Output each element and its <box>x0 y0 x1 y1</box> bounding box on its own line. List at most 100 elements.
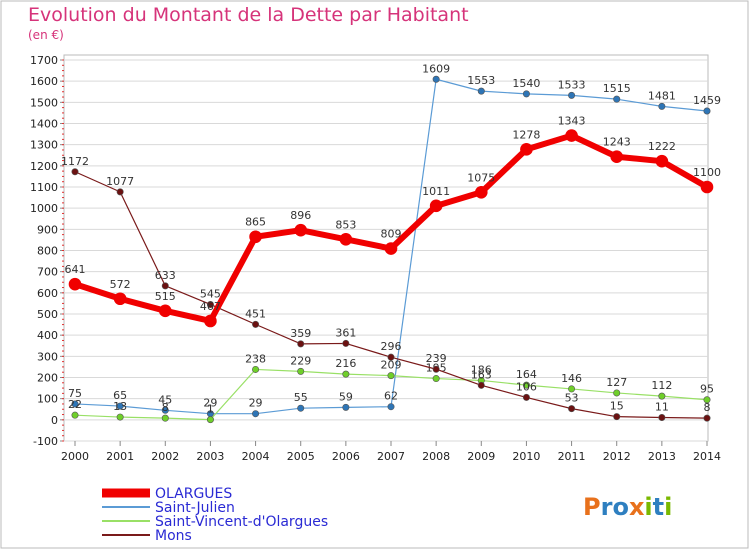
data-point <box>339 232 353 246</box>
data-point <box>658 414 666 422</box>
data-label: 641 <box>65 263 86 276</box>
brand-letter: i <box>644 493 652 521</box>
data-label: 359 <box>290 327 311 340</box>
data-point <box>252 410 260 418</box>
data-label: 238 <box>245 352 266 365</box>
data-label: 146 <box>561 372 582 385</box>
data-point <box>703 414 711 422</box>
y-tick-label: 600 <box>37 287 58 300</box>
brand-letter: t <box>653 493 664 521</box>
data-label: 865 <box>245 216 266 229</box>
data-point <box>613 389 621 397</box>
y-tick-label: 800 <box>37 245 58 258</box>
data-label: 896 <box>290 209 311 222</box>
data-point <box>297 404 305 412</box>
data-point <box>387 353 395 361</box>
data-point <box>342 370 350 378</box>
data-label: 1100 <box>693 166 721 179</box>
data-label: 229 <box>290 354 311 367</box>
y-tick-label: 400 <box>37 329 58 342</box>
data-point <box>522 393 530 401</box>
data-point <box>116 188 124 196</box>
y-tick-label: 1100 <box>30 181 58 194</box>
data-label: 296 <box>381 340 402 353</box>
data-label: 216 <box>335 357 356 370</box>
data-label: 45 <box>158 393 172 406</box>
x-tick-label: 2009 <box>467 450 495 463</box>
y-tick-label: 300 <box>37 350 58 363</box>
x-tick-label: 2011 <box>558 450 586 463</box>
data-label: 163 <box>471 368 492 381</box>
data-label: 29 <box>249 397 263 410</box>
chart-unit: (en €) <box>28 28 64 42</box>
x-tick-label: 2000 <box>61 450 89 463</box>
data-label: 1278 <box>512 128 540 141</box>
data-label: 75 <box>68 387 82 400</box>
data-label: 572 <box>110 278 131 291</box>
brand-letter: x <box>629 493 645 521</box>
data-label: 8 <box>704 401 711 414</box>
data-label: 209 <box>381 359 402 372</box>
y-tick-label: 200 <box>37 372 58 385</box>
x-tick-label: 2006 <box>332 450 360 463</box>
data-point <box>432 365 440 373</box>
data-label: 515 <box>155 290 176 303</box>
x-tick-label: 2002 <box>151 450 179 463</box>
x-tick-label: 2008 <box>422 450 450 463</box>
data-label: 29 <box>203 397 217 410</box>
x-tick-label: 2003 <box>196 450 224 463</box>
y-tick-label: 900 <box>37 223 58 236</box>
data-point <box>432 75 440 83</box>
data-label: 1 <box>207 403 214 416</box>
data-label: 53 <box>565 392 579 405</box>
data-label: 11 <box>655 401 669 414</box>
data-point <box>158 304 172 318</box>
data-point <box>297 367 305 375</box>
legend-label: Saint-Julien <box>155 500 235 516</box>
legend-label: Mons <box>155 528 192 544</box>
brand-letter: P <box>583 493 601 521</box>
data-point <box>613 413 621 421</box>
data-point <box>161 282 169 290</box>
y-tick-label: 1700 <box>30 54 58 67</box>
data-label: 361 <box>335 326 356 339</box>
data-point <box>565 129 578 142</box>
data-label: 1533 <box>558 78 586 91</box>
data-point <box>249 230 262 244</box>
data-label: 239 <box>426 352 447 365</box>
x-tick-label: 2013 <box>648 450 676 463</box>
data-point <box>703 107 711 115</box>
legend-label: Saint-Vincent-d'Olargues <box>155 514 328 530</box>
data-label: 127 <box>606 376 627 389</box>
data-point <box>477 381 485 389</box>
chart-title: Evolution du Montant de la Dette par Hab… <box>28 4 469 26</box>
data-label: 15 <box>610 400 624 413</box>
data-label: 633 <box>155 269 176 282</box>
data-label: 853 <box>335 218 356 231</box>
y-tick-label: 1000 <box>30 202 58 215</box>
x-tick-label: 2012 <box>603 450 631 463</box>
data-point <box>568 91 576 99</box>
data-point <box>613 95 621 103</box>
data-point <box>568 385 576 393</box>
data-label: 1553 <box>467 74 495 87</box>
data-point <box>342 339 350 347</box>
data-point <box>384 242 398 255</box>
data-label: 1222 <box>648 140 676 153</box>
y-tick-label: 500 <box>37 308 58 321</box>
y-tick-label: 1400 <box>30 118 58 131</box>
data-label: 65 <box>113 389 127 402</box>
data-label: 809 <box>381 228 402 241</box>
data-label: 1172 <box>61 155 89 168</box>
data-point <box>700 180 714 194</box>
y-tick-label: 700 <box>37 266 58 279</box>
data-label: 451 <box>245 307 266 320</box>
data-point <box>161 414 169 422</box>
brand-logo: Proxiti <box>583 493 672 521</box>
series-saint-vincent-d-olargues: 22138123822921620919518616414612711295 <box>68 352 714 424</box>
data-point <box>568 405 576 413</box>
data-point <box>522 90 530 98</box>
